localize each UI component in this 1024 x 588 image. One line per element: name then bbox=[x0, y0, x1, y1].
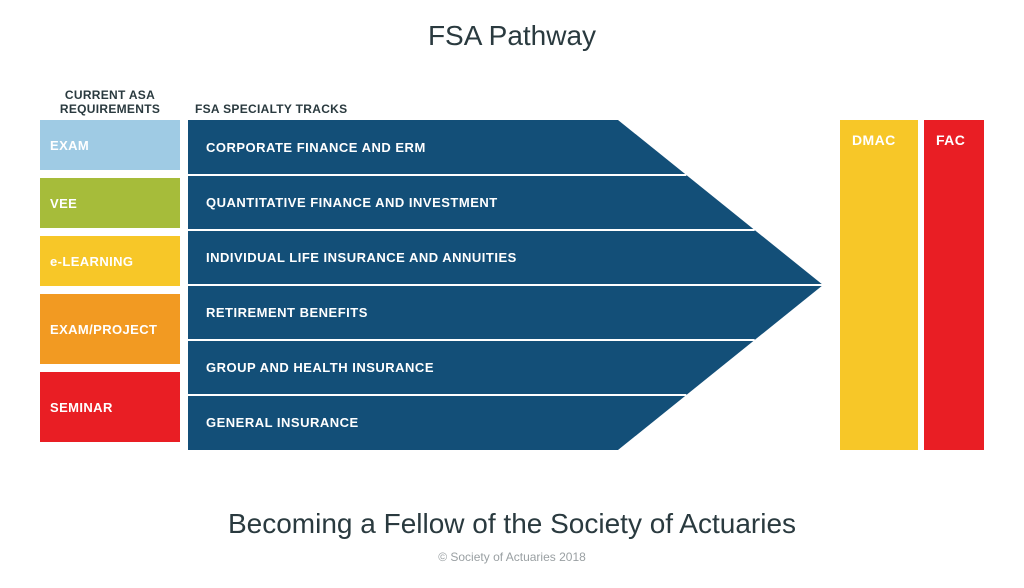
fsa-header: FSA SPECIALTY TRACKS bbox=[195, 102, 347, 116]
asa-item: EXAM bbox=[40, 120, 180, 170]
track-label: QUANTITATIVE FINANCE AND INVESTMENT bbox=[206, 195, 498, 210]
asa-column: EXAM VEE e-LEARNING EXAM/PROJECT SEMINAR bbox=[40, 120, 180, 442]
track-label: GROUP AND HEALTH INSURANCE bbox=[206, 360, 434, 375]
track-label: RETIREMENT BENEFITS bbox=[206, 305, 368, 320]
asa-item: VEE bbox=[40, 178, 180, 228]
asa-item: SEMINAR bbox=[40, 372, 180, 442]
page-subtitle: Becoming a Fellow of the Society of Actu… bbox=[0, 508, 1024, 540]
page-title: FSA Pathway bbox=[0, 0, 1024, 52]
pathway-chart: CURRENT ASA REQUIREMENTS FSA SPECIALTY T… bbox=[40, 88, 984, 468]
asa-item: EXAM/PROJECT bbox=[40, 294, 180, 364]
track-label: CORPORATE FINANCE AND ERM bbox=[206, 140, 426, 155]
dmac-label: DMAC bbox=[852, 132, 896, 148]
fsa-tracks-arrow: CORPORATE FINANCE AND ERM QUANTITATIVE FI… bbox=[188, 120, 828, 450]
arrow-svg bbox=[188, 120, 828, 450]
asa-header: CURRENT ASA REQUIREMENTS bbox=[40, 88, 180, 117]
dmac-block: DMAC bbox=[840, 120, 918, 450]
asa-item: e-LEARNING bbox=[40, 236, 180, 286]
track-label: GENERAL INSURANCE bbox=[206, 415, 359, 430]
copyright: © Society of Actuaries 2018 bbox=[0, 550, 1024, 564]
fac-block: FAC bbox=[924, 120, 984, 450]
fac-label: FAC bbox=[936, 132, 965, 148]
track-label: INDIVIDUAL LIFE INSURANCE AND ANNUITIES bbox=[206, 250, 517, 265]
